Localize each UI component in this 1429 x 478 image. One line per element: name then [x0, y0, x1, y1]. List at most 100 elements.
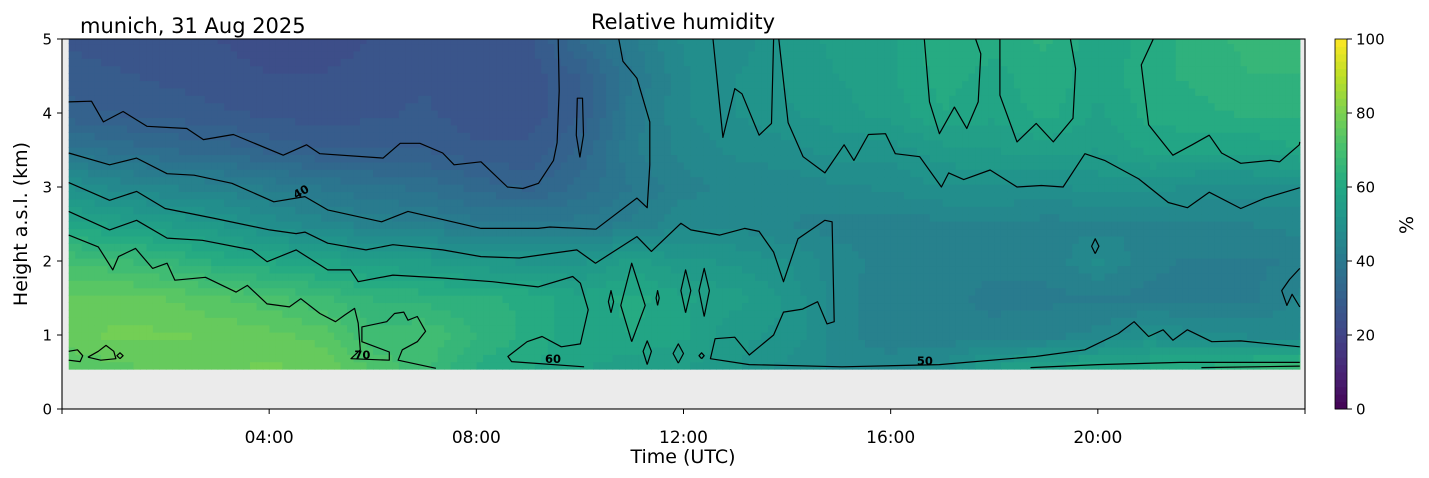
heatmap-cell — [521, 295, 529, 304]
heatmap-cell — [483, 213, 491, 222]
heatmap-cell — [75, 147, 83, 156]
heatmap-cell — [418, 265, 426, 274]
heatmap-cell — [230, 302, 238, 311]
heatmap-cell — [250, 154, 258, 163]
heatmap-cell — [282, 124, 290, 133]
heatmap-cell — [243, 132, 251, 141]
heatmap-cell — [139, 95, 148, 104]
heatmap-cell — [431, 73, 439, 82]
heatmap-cell — [651, 110, 659, 119]
heatmap-cell — [288, 258, 296, 267]
heatmap-cell — [457, 161, 465, 170]
heatmap-cell — [767, 206, 775, 215]
heatmap-cell — [780, 132, 788, 141]
heatmap-cell — [534, 198, 542, 207]
heatmap-cell — [101, 58, 109, 67]
heatmap-cell — [411, 339, 419, 348]
heatmap-cell — [729, 161, 737, 170]
heatmap-cell — [340, 221, 348, 230]
heatmap-cell — [489, 117, 497, 126]
heatmap-cell — [457, 50, 465, 59]
heatmap-cell — [178, 117, 186, 126]
heatmap-cell — [94, 65, 102, 74]
heatmap-cell — [127, 206, 135, 215]
heatmap-cell — [424, 287, 432, 296]
heatmap-cell — [159, 332, 167, 341]
heatmap-cell — [521, 139, 529, 148]
heatmap-cell — [295, 206, 303, 215]
heatmap-cell — [748, 87, 756, 96]
heatmap-cell — [385, 272, 394, 281]
heatmap-cell — [508, 258, 517, 267]
heatmap-cell — [644, 287, 652, 296]
heatmap-cell — [742, 169, 750, 178]
heatmap-cell — [690, 124, 698, 133]
heatmap-cell — [431, 265, 439, 274]
heatmap-cell — [547, 39, 555, 45]
heatmap-cell — [735, 243, 743, 252]
heatmap-cell — [101, 250, 109, 259]
heatmap-cell — [398, 206, 406, 215]
heatmap-cell — [373, 287, 381, 296]
heatmap-cell — [198, 50, 206, 59]
heatmap-cell — [703, 58, 711, 67]
heatmap-cell — [405, 161, 413, 170]
heatmap-cell — [127, 110, 135, 119]
heatmap-cell — [237, 117, 245, 126]
heatmap-cell — [321, 339, 329, 348]
heatmap-cell — [107, 184, 115, 193]
heatmap-cell — [483, 258, 491, 267]
heatmap-cell — [340, 258, 348, 267]
heatmap-cell — [457, 243, 465, 252]
heatmap-cell — [269, 324, 277, 333]
heatmap-cell — [360, 139, 368, 148]
heatmap-cell — [463, 258, 471, 267]
heatmap-cell — [593, 213, 601, 222]
heatmap-cell — [107, 58, 115, 67]
heatmap-cell — [496, 102, 504, 111]
heatmap-cell — [657, 265, 665, 274]
heatmap-cell — [508, 95, 517, 104]
heatmap-cell — [321, 198, 329, 207]
heatmap-cell — [114, 243, 122, 252]
heatmap-cell — [262, 110, 271, 119]
heatmap-cell — [165, 87, 173, 96]
heatmap-cell — [127, 302, 135, 311]
heatmap-cell — [683, 258, 691, 267]
heatmap-cell — [295, 184, 303, 193]
heatmap-cell — [424, 191, 432, 200]
heatmap-cell — [444, 147, 452, 156]
heatmap-cell — [670, 73, 678, 82]
heatmap-cell — [418, 73, 426, 82]
heatmap-cell — [670, 80, 678, 89]
heatmap-cell — [81, 228, 89, 237]
heatmap-cell — [411, 110, 419, 119]
heatmap-cell — [185, 124, 193, 133]
heatmap-cell — [651, 302, 659, 311]
heatmap-cell — [185, 265, 193, 274]
heatmap-cell — [631, 87, 640, 96]
heatmap-cell — [599, 110, 607, 119]
heatmap-cell — [81, 339, 89, 348]
heatmap-cell — [250, 161, 258, 170]
heatmap-cell — [463, 302, 471, 311]
heatmap-cell — [696, 80, 704, 89]
heatmap-cell — [722, 354, 730, 363]
heatmap-cell — [470, 39, 478, 45]
heatmap-cell — [275, 295, 283, 304]
heatmap-cell — [612, 309, 620, 318]
heatmap-cell — [120, 102, 128, 111]
heatmap-cell — [670, 87, 678, 96]
heatmap-cell — [398, 302, 406, 311]
heatmap-cell — [502, 280, 510, 289]
heatmap-cell — [165, 139, 173, 148]
heatmap-cell — [165, 339, 173, 348]
heatmap-cell — [262, 176, 271, 185]
heatmap-cell — [541, 132, 549, 141]
heatmap-cell — [308, 147, 316, 156]
heatmap-cell — [677, 65, 685, 74]
heatmap-cell — [644, 80, 652, 89]
heatmap-cell — [476, 169, 484, 178]
heatmap-cell — [120, 161, 128, 170]
heatmap-cell — [696, 287, 704, 296]
